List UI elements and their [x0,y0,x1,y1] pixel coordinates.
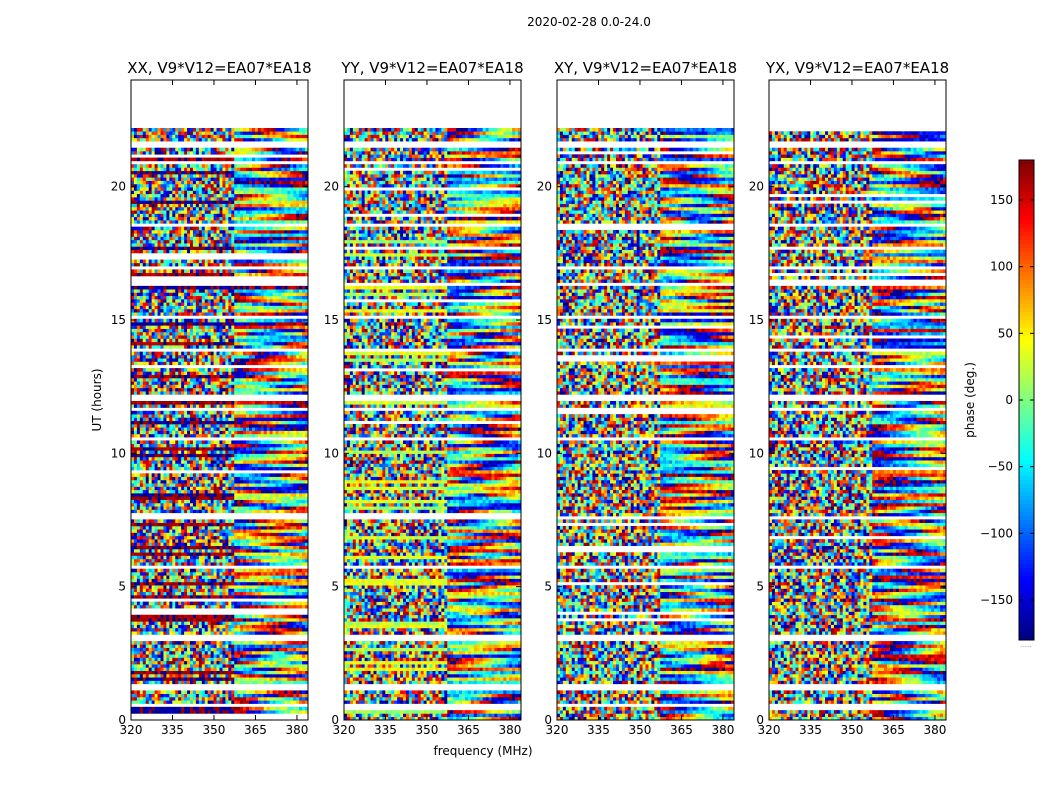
x-tick-label: 380 [285,723,308,737]
x-tick-label: 335 [587,723,610,737]
y-tick-label: 5 [544,580,552,594]
y-tick-label: 15 [111,313,126,327]
x-tick-label: 335 [374,723,397,737]
heatmap-xx [131,128,309,714]
heatmap-yy [344,128,522,721]
y-tick-label: 15 [537,313,552,327]
y-tick-label: 20 [537,180,552,194]
x-tick-label: 320 [758,723,781,737]
panels-layer: XX, V9*V12=EA07*EA18 320 335 350 365 380 0 5 10 1… [111,59,949,737]
x-tick-label: 350 [416,723,439,737]
axes-frame-yy [343,79,522,721]
y-tick-label: 5 [756,580,764,594]
x-tick-label: 380 [923,723,946,737]
panel-yy: YY, V9*V12=EA07*EA18 320 335 350 365 380 0 5 10 1… [324,59,524,737]
y-tick-label: 15 [324,313,339,327]
panel-xx: XX, V9*V12=EA07*EA18 320 335 350 365 380 0 5 10 1… [111,59,312,737]
x-tick-label: 350 [203,723,226,737]
y-tick-label: 5 [331,580,339,594]
x-tick-label: 320 [546,723,569,737]
panel-title-xx: XX, V9*V12=EA07*EA18 [127,59,311,77]
y-tick-label: 0 [118,713,126,727]
colorbar: −150 −100 −50 0 50 100 150 [980,159,1035,641]
panel-title-xy: XY, V9*V12=EA07*EA18 [554,59,737,77]
axes-frame-xx [130,79,309,721]
x-tick-label: 380 [498,723,521,737]
x-tick-label: 365 [670,723,693,737]
heatmap-yx [769,131,947,721]
x-tick-label: 350 [629,723,652,737]
x-tick-label: 350 [841,723,864,737]
y-tick-label: 10 [324,446,339,460]
x-axis-label: frequency (MHz) [433,744,532,758]
x-tick-label: 335 [799,723,822,737]
x-tick-label: 365 [882,723,905,737]
y-tick-label: 0 [544,713,552,727]
axes-frame-yx [768,79,947,721]
colorbar-tick-label: 100 [990,260,1013,274]
colorbar-tick-label: −150 [980,593,1013,607]
panel-xy: XY, V9*V12=EA07*EA18 320 335 350 365 380 0 5 10 1… [537,59,737,737]
y-tick-label: 15 [749,313,764,327]
panel-title-yx: YX, V9*V12=EA07*EA18 [765,59,949,77]
colorbar-tick-label: −50 [988,460,1013,474]
x-tick-label: 320 [120,723,143,737]
y-tick-label: 5 [118,580,126,594]
heatmap-xy [557,128,735,721]
x-tick-label: 335 [161,723,184,737]
x-tick-label: 380 [711,723,734,737]
y-tick-label: 20 [111,180,126,194]
y-axis-label: UT (hours) [90,368,104,431]
colorbar-tick-label: 0 [1005,393,1013,407]
y-tick-label: 20 [324,180,339,194]
y-tick-label: 10 [537,446,552,460]
colorbar-extra-label: ...... [1020,642,1032,649]
panel-yx: YX, V9*V12=EA07*EA18 320 335 350 365 380 0 5 10 1… [749,59,949,737]
y-tick-label: 10 [749,446,764,460]
y-tick-label: 0 [331,713,339,727]
x-tick-label: 320 [333,723,356,737]
y-tick-label: 0 [756,713,764,727]
panel-title-yy: YY, V9*V12=EA07*EA18 [340,59,523,77]
y-tick-label: 20 [749,180,764,194]
y-tick-label: 10 [111,446,126,460]
axes-frame-xy [556,79,735,721]
colorbar-tick-label: 50 [998,326,1013,340]
colorbar-label: phase (deg.) [963,362,977,438]
colorbar-tick-label: 150 [990,193,1013,207]
x-tick-label: 365 [457,723,480,737]
x-tick-label: 365 [244,723,267,737]
figure-suptitle: 2020-02-28 0.0-24.0 [527,15,651,29]
colorbar-tick-label: −100 [980,526,1013,540]
